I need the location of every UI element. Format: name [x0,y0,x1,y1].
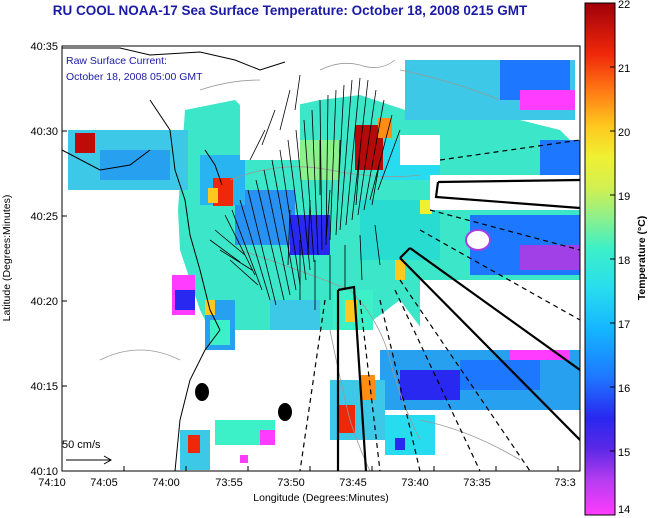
colorbar-tick-label: 14 [618,504,630,516]
no-data-gaps [62,100,580,471]
colorbar-tick-label: 17 [618,319,630,331]
x-tick-label: 74:10 [38,477,66,489]
annotation-line-2: October 18, 2008 05:00 GMT [66,71,203,83]
y-tick-marks [62,45,67,472]
x-tick-label: 74:05 [90,477,118,489]
y-tick-label: 40:35 [30,41,58,53]
annotation-line-1: Raw Surface Current: [66,55,167,67]
figure-title: RU COOL NOAA-17 Sea Surface Temperature:… [52,3,528,18]
colorbar-tick-label: 21 [618,63,630,75]
sst-field [68,60,580,470]
radar-sector-lines [299,139,580,471]
x-tick-label: 73:45 [339,477,367,489]
colorbar-tick-label: 19 [618,191,630,203]
bathymetry-contours [99,59,521,471]
map-frame [61,45,581,472]
y-tick-label: 40:15 [30,381,58,393]
y-tick-label: 40:25 [30,211,58,223]
colorbar-tick-label: 18 [618,255,630,267]
colorbar-ticks [610,2,615,516]
x-tick-label: 73:35 [463,477,491,489]
x-tick-label: 73:50 [277,477,305,489]
marker-dot-1 [195,383,209,401]
y-axis-label: Latitude (Degrees:Minutes) [1,195,13,322]
map-plot: 50 cm/s Raw Surface Current: October 18,… [62,46,580,471]
scale-label: 50 cm/s [62,439,101,451]
x-tick-marks [61,466,559,471]
current-vectors [209,74,401,310]
y-tick-label: 40:10 [30,466,58,478]
colorbar-tick-label: 22 [618,0,630,11]
scale-arrow [66,455,113,465]
y-tick-label: 40:20 [30,296,58,308]
colorbar-tick-label: 20 [618,127,630,139]
x-tick-label: 73:3 [554,477,575,489]
marker-dot-2 [278,403,292,421]
colorbar-tick-label: 16 [618,383,630,395]
colorbar-tick-label: 15 [618,447,630,459]
x-tick-label: 74:00 [152,477,180,489]
x-axis-label: Longitude (Degrees:Minutes) [253,492,388,504]
coastline [62,47,286,471]
colorbar-label: Temperature (°C) [636,216,648,301]
x-tick-label: 73:55 [215,477,243,489]
x-tick-label: 73:40 [401,477,429,489]
y-tick-label: 40:30 [30,126,58,138]
